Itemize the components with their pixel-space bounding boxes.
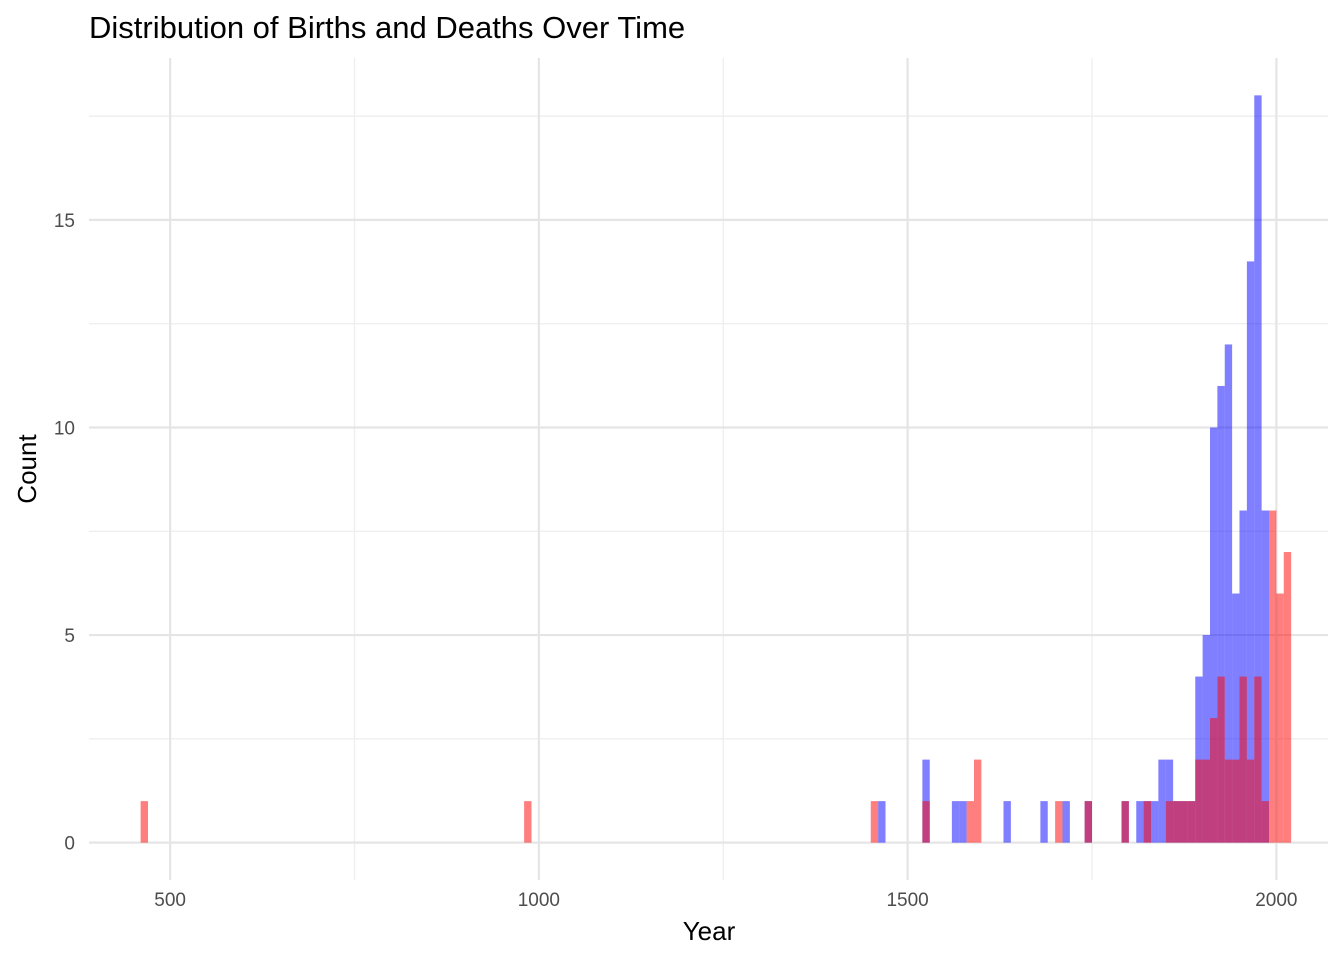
- y-tick-label: 10: [54, 418, 75, 439]
- deaths-bar: [870, 801, 879, 843]
- chart-title: Distribution of Births and Deaths Over T…: [89, 10, 685, 45]
- births-bar: [1062, 801, 1070, 843]
- y-axis-title: Count: [12, 434, 42, 504]
- deaths-bar: [1239, 676, 1247, 843]
- deaths-bar: [1269, 510, 1277, 843]
- deaths-bar: [1283, 552, 1292, 843]
- births-bar: [1232, 593, 1240, 843]
- tick-labels: 500 1000 1500 2000 0 5 10 15: [54, 211, 1298, 911]
- y-tick-label: 5: [64, 626, 75, 647]
- deaths-bar: [1084, 801, 1092, 843]
- deaths-bar: [1217, 676, 1225, 843]
- deaths-bar: [1165, 801, 1174, 843]
- deaths-bar: [1261, 801, 1269, 843]
- x-tick-label: 500: [154, 890, 186, 911]
- bars: [140, 95, 1292, 843]
- deaths-bar: [966, 801, 974, 843]
- deaths-bar: [1143, 801, 1151, 843]
- births-bar: [951, 801, 960, 843]
- births-bar: [1224, 344, 1233, 843]
- births-bar: [1003, 801, 1011, 843]
- x-tick-label: 2000: [1255, 890, 1297, 911]
- deaths-bar: [1224, 759, 1233, 843]
- y-tick-label: 15: [54, 211, 75, 232]
- deaths-bar: [1187, 801, 1196, 843]
- x-tick-label: 1500: [886, 890, 928, 911]
- births-bar: [959, 801, 967, 843]
- deaths-bar: [1195, 759, 1203, 843]
- grid: [89, 58, 1328, 880]
- births-bar: [878, 801, 886, 843]
- deaths-bar: [524, 801, 532, 843]
- births-bar: [1202, 635, 1210, 843]
- births-bar: [1151, 801, 1159, 843]
- births-bar: [1246, 261, 1255, 843]
- deaths-bar: [922, 801, 930, 843]
- deaths-bar: [1180, 801, 1188, 843]
- deaths-bar: [1121, 801, 1129, 843]
- deaths-bar: [1055, 801, 1063, 843]
- x-tick-label: 1000: [518, 890, 560, 911]
- deaths-bar: [140, 801, 148, 843]
- births-bar: [1136, 801, 1144, 843]
- deaths-bar: [1254, 676, 1262, 843]
- deaths-bar: [1173, 801, 1181, 843]
- births-bar: [1210, 427, 1218, 843]
- x-axis-title: Year: [683, 916, 736, 946]
- y-tick-label: 0: [64, 834, 75, 855]
- deaths-bar: [1210, 718, 1218, 843]
- births-bar: [1261, 510, 1269, 843]
- deaths-bar: [1276, 593, 1284, 843]
- deaths-bar: [974, 759, 982, 843]
- births-bar: [1040, 801, 1048, 843]
- deaths-bar: [1202, 759, 1210, 843]
- births-bar: [1158, 759, 1166, 843]
- deaths-bar: [1232, 759, 1240, 843]
- births-bar: [1217, 385, 1225, 843]
- deaths-bar: [1246, 759, 1255, 843]
- births-bar: [1254, 95, 1262, 843]
